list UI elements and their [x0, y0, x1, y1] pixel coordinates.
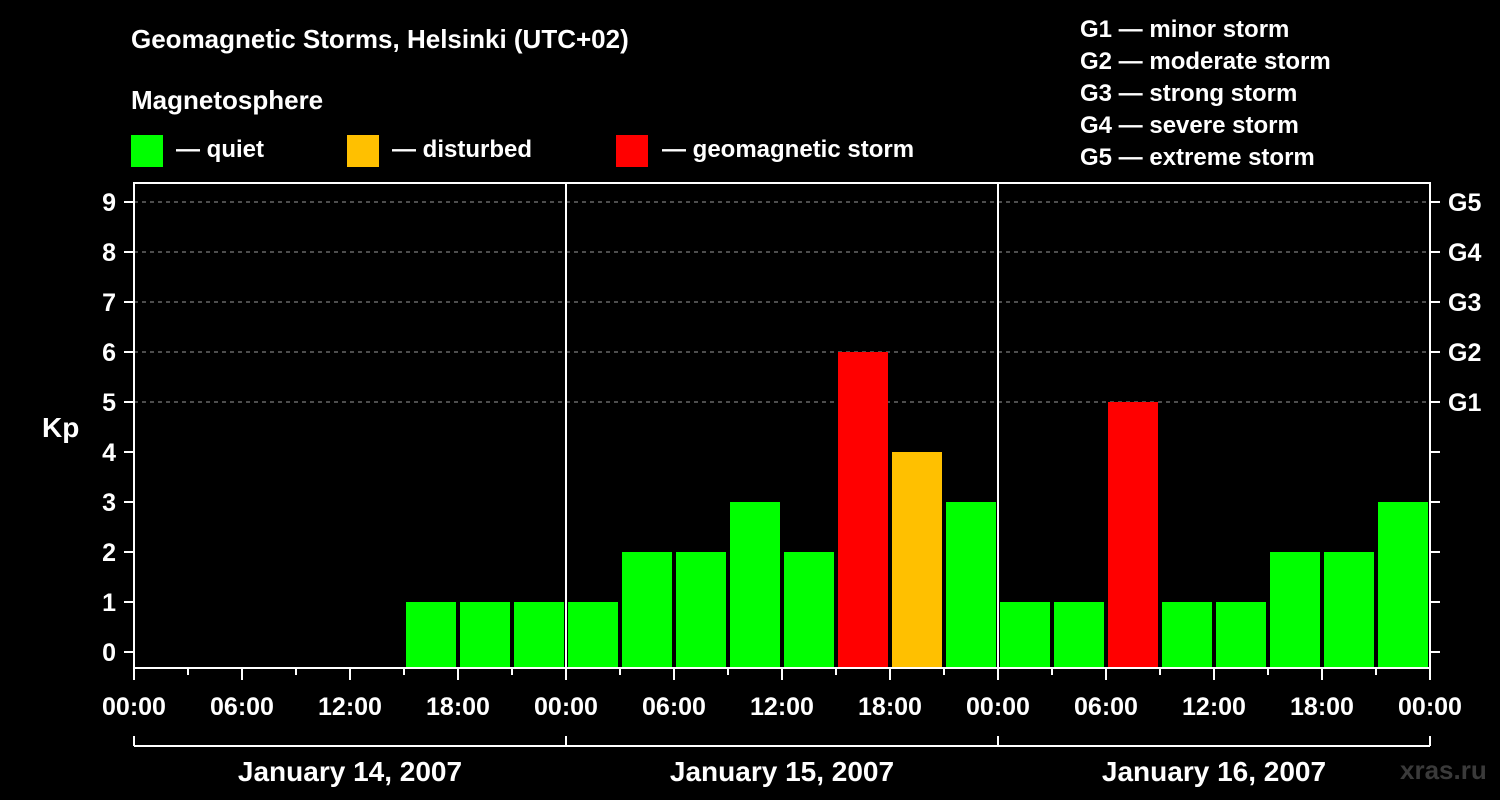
bar-17 — [1324, 552, 1374, 668]
bar-1 — [460, 602, 510, 668]
bar-11 — [1000, 602, 1050, 668]
ytick-right-label-G4: G4 — [1448, 239, 1481, 267]
xtick-label-0: 00:00 — [102, 693, 166, 721]
bar-3 — [568, 602, 618, 668]
ytick-label-5: 5 — [102, 389, 116, 417]
xtick-label-4: 00:00 — [534, 693, 598, 721]
ytick-right-label-G5: G5 — [1448, 189, 1481, 217]
xtick-label-3: 18:00 — [426, 693, 490, 721]
xtick-label-1: 06:00 — [210, 693, 274, 721]
watermark: xras.ru — [1400, 755, 1487, 785]
bar-7 — [784, 552, 834, 668]
xtick-label-5: 06:00 — [642, 693, 706, 721]
xtick-label-11: 18:00 — [1290, 693, 1354, 721]
storm-scale-list: G1 — minor storm G2 — moderate storm G3 … — [1080, 16, 1331, 171]
xtick-label-2: 12:00 — [318, 693, 382, 721]
bar-16 — [1270, 552, 1320, 668]
bar-5 — [676, 552, 726, 668]
xtick-label-8: 00:00 — [966, 693, 1030, 721]
day-label-0: January 14, 2007 — [238, 756, 462, 787]
storm-scale-g3: G3 — strong storm — [1080, 80, 1297, 107]
bars — [406, 352, 1428, 668]
bar-9 — [892, 452, 942, 668]
bar-4 — [622, 552, 672, 668]
plot-frame — [133, 182, 1431, 669]
legend-swatch-quiet — [131, 135, 163, 167]
chart-subtitle: Magnetosphere — [131, 85, 323, 115]
ytick-right-label-G1: G1 — [1448, 389, 1481, 417]
xtick-label-7: 18:00 — [858, 693, 922, 721]
bar-13 — [1108, 402, 1158, 668]
axes — [124, 182, 1440, 747]
storm-scale-g5: G5 — extreme storm — [1080, 144, 1315, 171]
legend-label-storm: — geomagnetic storm — [662, 136, 914, 163]
day-label-2: January 16, 2007 — [1102, 756, 1326, 787]
storm-scale-g4: G4 — severe storm — [1080, 112, 1299, 139]
ytick-label-3: 3 — [102, 489, 116, 517]
day-label-1: January 15, 2007 — [670, 756, 894, 787]
ytick-label-0: 0 — [102, 639, 116, 667]
legend: — quiet — disturbed — geomagnetic storm — [131, 135, 914, 167]
chart-title: Geomagnetic Storms, Helsinki (UTC+02) — [131, 24, 629, 54]
legend-swatch-storm — [616, 135, 648, 167]
bar-6 — [730, 502, 780, 668]
legend-label-quiet: — quiet — [176, 136, 264, 163]
xtick-label-9: 06:00 — [1074, 693, 1138, 721]
ytick-label-1: 1 — [102, 589, 116, 617]
axis-labels: 0 1 2 3 4 5 6 7 8 9 G1 G2 G3 G4 G5 00:00 06:00 12:00 18:00… — [102, 189, 1481, 787]
grid-lines — [134, 201, 1430, 403]
ytick-label-2: 2 — [102, 539, 116, 567]
ytick-label-4: 4 — [102, 439, 116, 467]
y-axis-title: Kp — [42, 412, 79, 443]
storm-scale-g2: G2 — moderate storm — [1080, 48, 1331, 75]
bar-15 — [1216, 602, 1266, 668]
xtick-label-10: 12:00 — [1182, 693, 1246, 721]
bar-2 — [514, 602, 564, 668]
bar-0 — [406, 602, 456, 668]
ytick-label-6: 6 — [102, 339, 116, 367]
bar-10 — [946, 502, 996, 668]
ytick-right-label-G3: G3 — [1448, 289, 1481, 317]
ytick-label-9: 9 — [102, 189, 116, 217]
ytick-label-7: 7 — [102, 289, 116, 317]
xtick-label-6: 12:00 — [750, 693, 814, 721]
storm-scale-g1: G1 — minor storm — [1080, 16, 1289, 43]
legend-label-disturbed: — disturbed — [392, 136, 532, 163]
legend-swatch-disturbed — [347, 135, 379, 167]
ytick-label-8: 8 — [102, 239, 116, 267]
bar-14 — [1162, 602, 1212, 668]
bar-8 — [838, 352, 888, 668]
bar-18 — [1378, 502, 1428, 668]
ytick-right-label-G2: G2 — [1448, 339, 1481, 367]
bar-12 — [1054, 602, 1104, 668]
xtick-label-12: 00:00 — [1398, 693, 1462, 721]
